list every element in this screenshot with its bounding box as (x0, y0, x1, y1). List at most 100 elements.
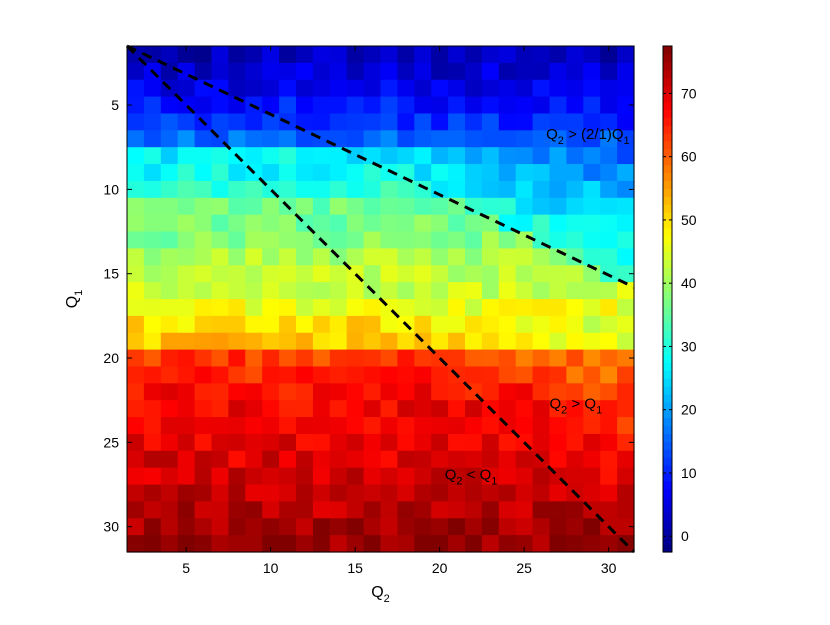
heatmap-cell (566, 535, 584, 553)
heatmap-cell (329, 299, 348, 317)
heatmap-cell (397, 332, 415, 351)
heatmap-cell (397, 349, 415, 368)
heatmap-cell (583, 450, 601, 469)
colorbar-segment (663, 465, 672, 474)
heatmap-cell (380, 164, 398, 182)
heatmap-cell (498, 315, 517, 334)
heatmap-cell (127, 147, 145, 165)
heatmap-cell (312, 450, 331, 469)
heatmap-cell (312, 349, 331, 368)
heatmap-cell (448, 130, 466, 148)
heatmap-cell (245, 433, 263, 452)
colorbar-tick-label: 60 (681, 149, 697, 165)
heatmap-cell (346, 383, 365, 401)
heatmap-cell (127, 214, 145, 233)
heatmap-cell (211, 349, 229, 368)
heatmap-cell (414, 265, 432, 283)
colorbar-segment (663, 512, 672, 521)
heatmap-cell (532, 282, 551, 300)
heatmap-cell (617, 62, 635, 81)
heatmap-cell (194, 383, 213, 401)
heatmap-cell (431, 315, 449, 334)
heatmap-cell (346, 113, 365, 131)
y-tick-label: 15 (103, 266, 119, 282)
heatmap-cell (532, 467, 551, 486)
heatmap-cell (583, 180, 601, 199)
heatmap-cell (279, 164, 297, 182)
heatmap-cell (397, 400, 415, 418)
heatmap-cell (262, 130, 280, 148)
heatmap-cell (127, 349, 145, 368)
heatmap-cell (549, 265, 567, 283)
heatmap-cell (448, 417, 466, 435)
heatmap-cell (431, 299, 449, 317)
heatmap-cell (481, 366, 500, 384)
colorbar-segment (663, 117, 672, 126)
annotation-lower: Q2 < Q1 (445, 466, 498, 487)
heatmap-cell (617, 130, 635, 148)
heatmap-cell (617, 282, 635, 300)
heatmap-cell (600, 315, 618, 334)
heatmap-cell (498, 113, 517, 131)
heatmap-cell (532, 332, 551, 351)
heatmap-cell (380, 383, 398, 401)
heatmap-cell (363, 433, 382, 452)
heatmap-cell (296, 299, 314, 317)
heatmap-cell (515, 450, 534, 469)
heatmap-cell (532, 197, 551, 216)
colorbar-segment (663, 188, 672, 197)
heatmap-cell (549, 315, 567, 334)
heatmap-cell (296, 231, 314, 249)
heatmap-cell (414, 299, 432, 317)
heatmap-cell (431, 450, 449, 469)
heatmap-cell (143, 248, 162, 266)
heatmap-cell (498, 282, 517, 300)
heatmap-cell (414, 433, 432, 452)
heatmap-cell (312, 467, 331, 486)
heatmap-cell (363, 265, 382, 283)
heatmap-cell (515, 79, 534, 98)
heatmap-cell (211, 248, 229, 266)
heatmap-cell (160, 484, 179, 502)
heatmap-cell (228, 265, 246, 283)
colorbar-tick-label: 10 (681, 465, 697, 481)
heatmap-cell (279, 433, 297, 452)
heatmap-cell (143, 113, 162, 131)
heatmap-cell (346, 535, 365, 553)
heatmap-cell (194, 164, 213, 182)
heatmap-cell (397, 46, 415, 64)
heatmap-cell (549, 349, 567, 368)
heatmap-cell (465, 214, 483, 233)
heatmap-cell (127, 164, 145, 182)
heatmap-cell (498, 248, 517, 266)
boundary-lines (125, 44, 636, 554)
heatmap-cell (177, 518, 196, 536)
heatmap-cell (498, 450, 517, 469)
heatmap-cell (363, 315, 382, 334)
heatmap-cell (583, 366, 601, 384)
heatmap-cell (194, 484, 213, 502)
heatmap-cell (515, 501, 534, 519)
heatmap-cell (600, 282, 618, 300)
heatmap-cell (549, 164, 567, 182)
heatmap-cell (532, 535, 551, 553)
heatmap-cell (549, 417, 567, 435)
colorbar-segment (663, 338, 672, 348)
heatmap-cell (363, 349, 382, 368)
heatmap-cell (279, 417, 297, 435)
heatmap-cell (431, 467, 449, 486)
heatmap-cell (329, 315, 348, 334)
heatmap-cell (397, 248, 415, 266)
heatmap-cell (380, 180, 398, 199)
heatmap-cell (566, 79, 584, 98)
heatmap-cell (414, 248, 432, 266)
heatmap-cell (617, 417, 635, 435)
heatmap-cell (617, 231, 635, 249)
heatmap-cell (177, 113, 196, 131)
heatmap-cell (160, 164, 179, 182)
colorbar-segment (663, 77, 672, 87)
heatmap-cell (532, 164, 551, 182)
colorbar-segment (663, 496, 672, 506)
heatmap-cell (228, 484, 246, 502)
heatmap-cell (127, 248, 145, 266)
